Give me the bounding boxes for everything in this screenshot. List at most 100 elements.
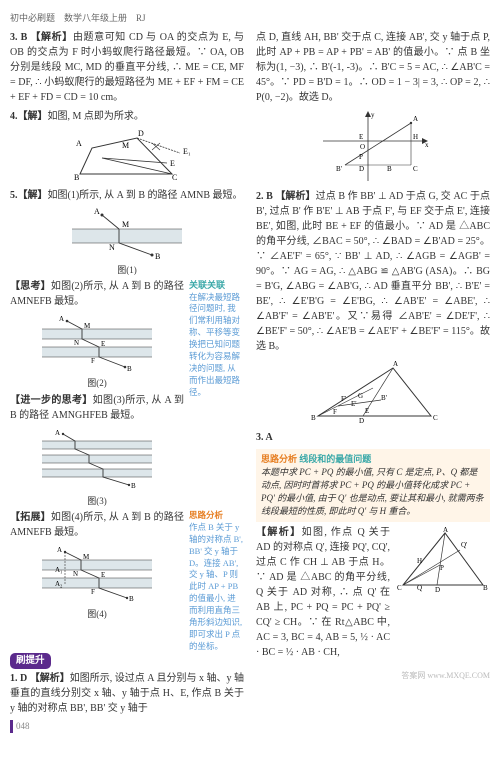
svg-text:O: O <box>360 143 365 151</box>
svg-text:E': E' <box>351 400 357 408</box>
sidenote1-title: 关联关联 <box>189 279 244 292</box>
svg-text:x: x <box>425 141 429 149</box>
q5-label: 5.【解】 <box>10 190 48 201</box>
svg-text:A₁: A₁ <box>55 566 63 574</box>
expand-row: 【拓展】如图(4)所示, 从 A 到 B 的路径 AMNEFB 最短。 A A₁… <box>10 510 244 653</box>
svg-text:A: A <box>59 315 64 323</box>
svg-text:A: A <box>76 139 82 148</box>
think2-block: 【进一步的思考】如图(3)所示, 从 A 到 B 的路径 AMNGHFEB 最短… <box>10 393 184 423</box>
page-header: 初中必刷题 数学八年级上册 RJ <box>10 12 490 26</box>
svg-text:C: C <box>397 584 402 592</box>
svg-text:A: A <box>413 115 418 123</box>
q5-text: 如图(1)所示, 从 A 到 B 的路径 AMNB 最短。 <box>48 190 243 201</box>
svg-text:D: D <box>435 586 440 594</box>
q3a-row: 【解析】如图, 作点 Q 关于 AD 的对称点 Q', 连接 PQ', CQ',… <box>256 525 490 664</box>
q3-analysis-label: 【解析】 <box>30 32 72 43</box>
q2-analysis-label: 【解析】 <box>275 191 315 202</box>
svg-text:B: B <box>131 482 136 490</box>
q1d-block: 1. D 【解析】如图所示, 设过点 A 且分别与 x 轴、y 轴垂直的直线分别… <box>10 671 244 716</box>
q1d-cont: 点 D, 直线 AH, BB' 交于点 C, 连接 AB', 交 y 轴于点 P… <box>256 30 490 105</box>
think1-label: 【思考】 <box>10 281 51 292</box>
fig5-4-svg: A A₁ A₂ M N E F B <box>37 544 157 606</box>
svg-text:D: D <box>359 417 364 425</box>
sidenote2: 思路分析 作点 B 关于 y 轴的对称点 B', BB' 交 y 轴于 D。连接… <box>189 510 244 653</box>
fig3-svg: A C H Q' Q P B D <box>395 525 490 595</box>
svg-text:M: M <box>84 322 91 330</box>
q1d-label: 1. D <box>10 673 27 684</box>
svg-text:E₁: E₁ <box>183 147 191 156</box>
svg-text:C: C <box>172 173 177 182</box>
q2-block: 2. B 【解析】过点 B 作 BB' ⊥ AD 于点 G, 交 AC 于点 B… <box>256 189 490 354</box>
think-subtitle: 线段和的最值问题 <box>299 454 371 464</box>
svg-text:B: B <box>74 173 79 182</box>
think2-label: 【进一步的思考】 <box>10 395 93 406</box>
q2-text: 过点 B 作 BB' ⊥ AD 于点 G, 交 AC 于点 B', 过点 B' … <box>256 191 490 352</box>
svg-text:B: B <box>311 414 316 422</box>
section-header: 刷提升 <box>10 653 51 669</box>
fig5-1-caption: 图(1) <box>10 264 244 278</box>
svg-text:E: E <box>101 340 105 348</box>
page-number: 048 <box>10 720 244 734</box>
q3a-label: 3. A <box>256 432 273 443</box>
fig5-1-svg: A M N B <box>67 207 187 262</box>
sidenote2-text: 作点 B 关于 y 轴的对称点 B', BB' 交 y 轴于 D。连接 AB',… <box>189 522 244 653</box>
footer-watermark: 答案网 www.MXQE.COM <box>256 670 490 682</box>
q3a-block: 3. A <box>256 430 490 445</box>
q3-block: 3. B 【解析】由题意可知 CD 与 OA 的交点为 E, 与 OB 的交点为… <box>10 30 244 105</box>
svg-text:B': B' <box>336 165 342 173</box>
svg-text:B: B <box>127 365 132 373</box>
think-box: 思路分析 线段和的最值问题 本题中求 PC + PQ 的最小值, 只有 C 是定… <box>256 449 490 522</box>
q3a-analysis-text: 如图, 作点 Q 关于 AD 的对称点 Q', 连接 PQ', CQ', 过点 … <box>256 527 390 658</box>
svg-text:F: F <box>91 357 95 365</box>
fig5-2-caption: 图(2) <box>10 377 184 391</box>
svg-text:E: E <box>170 159 175 168</box>
svg-text:M: M <box>122 141 129 150</box>
svg-text:A₂: A₂ <box>55 580 63 588</box>
fig4-svg: A B C D M E E₁ <box>52 128 202 186</box>
q4-block: 4.【解】如图, M 点即为所求。 <box>10 109 244 124</box>
expand-block: 【拓展】如图(4)所示, 从 A 到 B 的路径 AMNEFB 最短。 <box>10 510 184 540</box>
think-title: 思路分析 <box>261 454 297 464</box>
left-column: 3. B 【解析】由题意可知 CD 与 OA 的交点为 E, 与 OB 的交点为… <box>10 30 244 734</box>
q2-label: 2. B <box>256 191 273 202</box>
fig5-4-caption: 图(4) <box>10 608 184 622</box>
sidenote2-title: 思路分析 <box>189 510 244 522</box>
fig-d-svg: A E O H x y P B' C D B <box>313 109 433 187</box>
svg-text:H: H <box>413 133 418 141</box>
sidenote1-text: 在解决最短路径问题时, 我们常利用轴对称、平移等变换把已知问题转化为容易解决的问… <box>189 292 244 399</box>
svg-text:A: A <box>94 207 100 216</box>
svg-text:A: A <box>55 429 60 437</box>
svg-text:F: F <box>91 588 95 596</box>
svg-text:B': B' <box>381 394 387 402</box>
q3-label: 3. B <box>10 32 27 43</box>
svg-text:A: A <box>57 546 62 554</box>
svg-text:E: E <box>359 133 363 141</box>
q5-block: 5.【解】如图(1)所示, 从 A 到 B 的路径 AMNB 最短。 <box>10 188 244 203</box>
svg-text:N: N <box>109 243 115 252</box>
svg-text:P: P <box>359 153 363 161</box>
svg-text:B: B <box>483 584 488 592</box>
q4-label: 4.【解】 <box>10 111 48 122</box>
fig2-svg: B F F' E' G E D A B' C <box>303 358 443 428</box>
svg-text:Q': Q' <box>461 541 467 549</box>
svg-text:N: N <box>73 570 78 578</box>
fig5-2-svg: A M N E F B <box>37 313 157 375</box>
svg-text:C: C <box>433 414 438 422</box>
svg-text:D: D <box>359 165 364 173</box>
svg-text:C: C <box>413 165 418 173</box>
svg-text:E: E <box>365 407 369 415</box>
fig5-3-svg: A B <box>37 427 157 493</box>
q4-text: 如图, M 点即为所求。 <box>48 111 144 122</box>
svg-text:B: B <box>129 595 134 603</box>
svg-text:B: B <box>155 252 160 261</box>
svg-text:P: P <box>440 564 444 572</box>
expand-label: 【拓展】 <box>10 512 51 523</box>
sidenote1: 关联关联 在解决最短路径问题时, 我们常利用轴对称、平移等变换把已知问题转化为容… <box>189 279 244 399</box>
svg-text:N: N <box>74 339 79 347</box>
content-columns: 3. B 【解析】由题意可知 CD 与 OA 的交点为 E, 与 OB 的交点为… <box>10 30 490 734</box>
right-column: 点 D, 直线 AH, BB' 交于点 C, 连接 AB', 交 y 轴于点 P… <box>256 30 490 734</box>
svg-text:A: A <box>393 360 398 368</box>
q3a-analysis: 【解析】如图, 作点 Q 关于 AD 的对称点 Q', 连接 PQ', CQ',… <box>256 525 390 660</box>
q1d-analysis-label: 【解析】 <box>30 673 70 684</box>
svg-text:A: A <box>443 526 448 534</box>
